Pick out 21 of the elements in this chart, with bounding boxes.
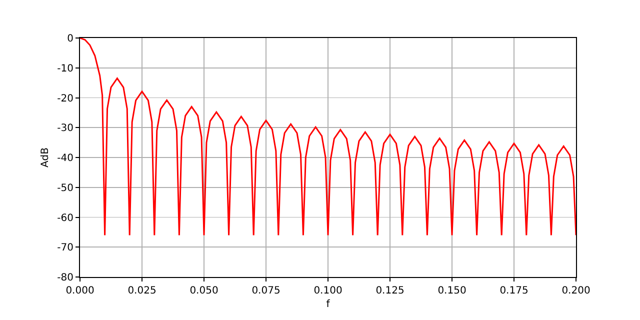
x-tick-label: 0.175 (500, 286, 528, 296)
y-tick-label: -80 (57, 272, 74, 284)
y-tick-label: -50 (57, 182, 74, 194)
x-tick-label: 0.125 (376, 286, 404, 296)
x-tick-label: 0.075 (252, 286, 280, 296)
y-tick-label: -60 (57, 212, 74, 224)
y-axis-title: AdB (40, 147, 52, 168)
y-tick-label: -30 (57, 123, 74, 134)
x-tick-label: 0.000 (66, 286, 94, 296)
y-tick-label: -10 (57, 63, 74, 74)
x-tick-label: 0.200 (562, 286, 590, 296)
x-axis-title: f (326, 299, 330, 310)
x-tick-label: 0.050 (190, 286, 218, 296)
x-tick-label: 0.025 (128, 286, 156, 296)
x-tick-label: 0.100 (314, 286, 342, 296)
y-tick-label: -20 (57, 93, 74, 104)
y-tick-label: 0 (67, 34, 74, 44)
line-series (80, 38, 576, 236)
y-tick-label: -40 (57, 153, 74, 164)
x-tick-label: 0.150 (438, 286, 466, 296)
y-tick-label: -70 (57, 242, 74, 254)
